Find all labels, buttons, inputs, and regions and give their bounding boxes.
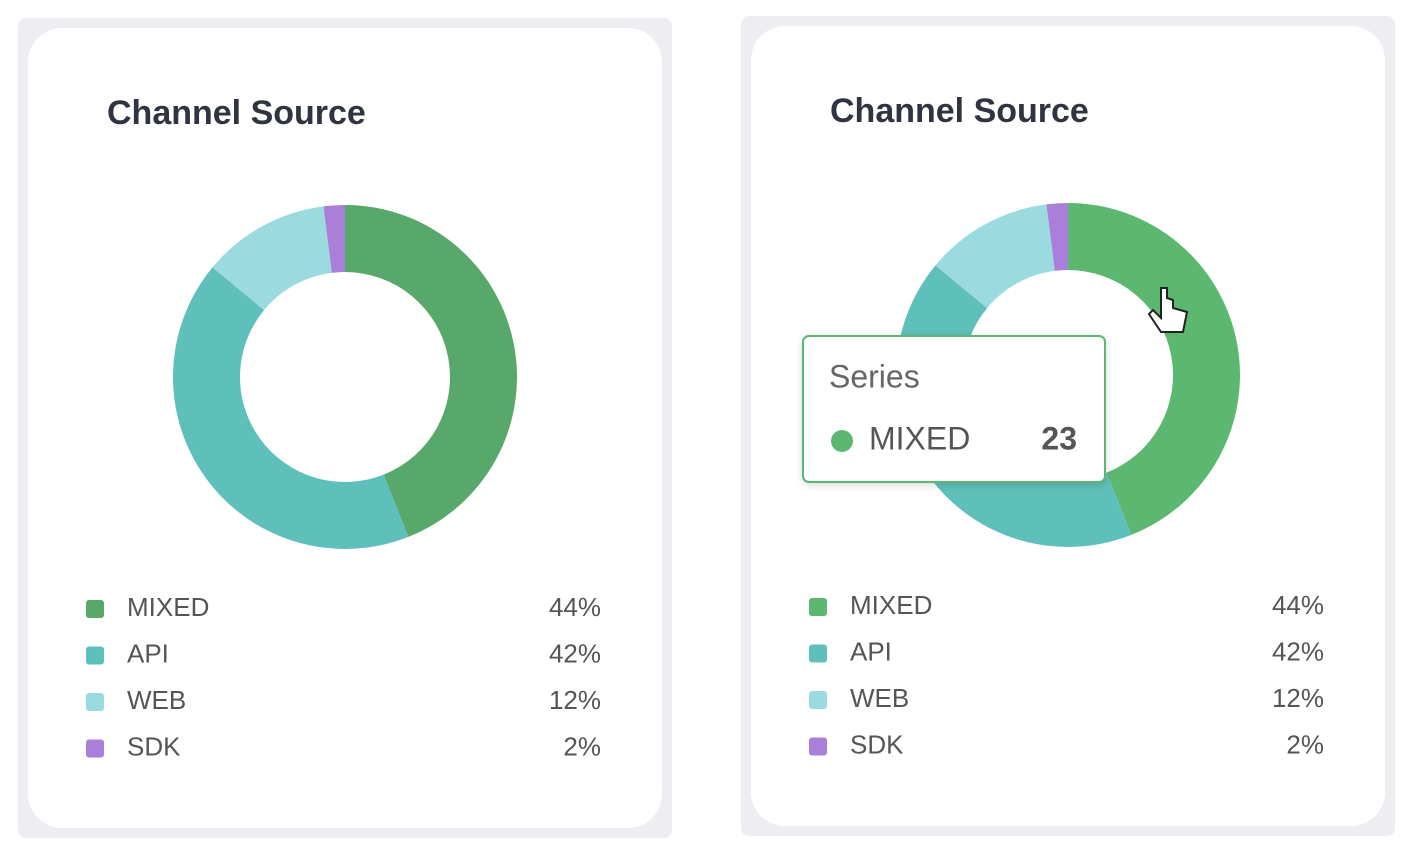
chart-title: Channel Source [830, 92, 1089, 130]
legend-label: MIXED [850, 590, 932, 620]
legend-value: 2% [1286, 729, 1324, 759]
tooltip-series: MIXED [869, 420, 970, 456]
legend-swatch [86, 646, 104, 665]
legend-swatch [809, 691, 827, 709]
legend-swatch [809, 598, 827, 616]
legend-value: 12% [549, 685, 601, 715]
legend-label: API [850, 636, 892, 666]
cursor [1147, 287, 1189, 333]
legend-value: 2% [563, 731, 601, 761]
legend-value: 42% [1272, 636, 1324, 666]
legend-label: SDK [850, 729, 904, 759]
chart-card: Channel Source MIXED 44% API 42% WEB 12% SDK 2% [18, 18, 672, 838]
legend-swatch [809, 644, 827, 663]
legend-label: WEB [850, 683, 909, 713]
donut-slice [1046, 203, 1068, 271]
legend-label: API [127, 638, 169, 668]
donut-slice [172, 267, 409, 549]
tooltip-value: 23 [1041, 420, 1077, 456]
legend-value: 12% [1272, 683, 1324, 713]
legend-swatch [86, 739, 104, 758]
card [28, 28, 662, 828]
chart-title: Channel Source [107, 94, 366, 132]
donut-slice [935, 204, 1055, 309]
legend-value: 44% [549, 592, 601, 622]
chart-card: Channel Source MIXED 44% API 42% WEB 12% SDK 2% S… [741, 16, 1395, 836]
legend-value: 44% [1272, 590, 1324, 620]
donut-slice [323, 205, 345, 273]
donut-slice [345, 205, 518, 537]
legend-label: WEB [127, 685, 186, 715]
legend-swatch [86, 693, 104, 711]
tooltip-dot [831, 430, 853, 452]
donut-slice [1068, 203, 1241, 535]
donut-slice [212, 206, 332, 311]
tooltip: Series MIXED 23 [802, 335, 1106, 483]
legend-label: MIXED [127, 592, 209, 622]
legend-swatch [809, 737, 827, 756]
tooltip-box [802, 335, 1106, 483]
legend-label: SDK [127, 731, 181, 761]
legend-value: 42% [549, 638, 601, 668]
legend-swatch [86, 600, 104, 618]
tooltip-title: Series [829, 358, 920, 394]
